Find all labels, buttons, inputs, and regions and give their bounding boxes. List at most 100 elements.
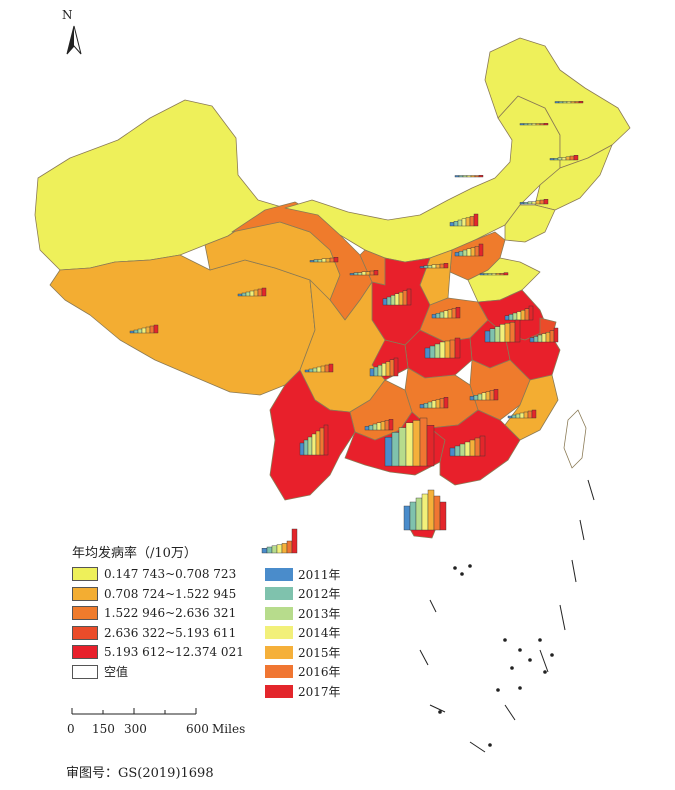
mini-bar xyxy=(444,340,451,359)
mini-bar xyxy=(443,263,449,269)
region-liaoning xyxy=(504,204,556,243)
mini-bar xyxy=(390,295,396,306)
legend-year-label: 2012年 xyxy=(298,587,341,601)
mini-bar xyxy=(266,546,273,554)
legend-year-swatch xyxy=(265,606,293,620)
mini-bar xyxy=(461,218,467,227)
mini-bar xyxy=(145,326,151,334)
legend-class-swatch xyxy=(72,625,98,640)
mini-bar xyxy=(257,288,263,297)
mini-bar xyxy=(276,544,283,554)
mini-bar xyxy=(449,339,456,359)
mini-bar xyxy=(543,122,549,126)
mini-bar xyxy=(545,332,551,343)
scale-label-300: 300 xyxy=(124,722,147,736)
mini-bar xyxy=(433,495,441,531)
mini-bar xyxy=(523,123,529,126)
mini-bar xyxy=(281,543,288,554)
mini-bar xyxy=(377,365,383,377)
legend-year-swatch xyxy=(265,567,293,581)
mini-bar xyxy=(523,411,529,419)
mini-bar xyxy=(439,398,445,409)
mini-bar xyxy=(369,368,375,377)
mini-bar xyxy=(443,397,449,409)
legend-year-label: 2017年 xyxy=(298,684,341,699)
mini-bar xyxy=(458,175,464,178)
mini-bar xyxy=(478,243,484,257)
mini-bar xyxy=(435,313,441,319)
mini-bar xyxy=(504,315,510,321)
mini-bar xyxy=(578,100,584,104)
scale-label-150: 150 xyxy=(92,722,115,736)
mini-bar xyxy=(415,497,423,531)
legend-class-label: 5.193 612~12.374 021 xyxy=(104,645,244,659)
mini-bar xyxy=(431,400,437,409)
mini-bar xyxy=(349,273,355,276)
legend-class-swatch xyxy=(72,606,98,620)
mini-bar xyxy=(153,324,159,334)
mini-bar xyxy=(573,154,579,161)
legend-year-label: 2015年 xyxy=(298,645,341,660)
legend-year-label: 2011年 xyxy=(298,567,341,582)
mini-bar xyxy=(478,174,484,178)
mini-bar xyxy=(373,366,379,377)
mini-bar xyxy=(364,426,370,431)
mini-bar xyxy=(368,425,374,431)
mini-bar xyxy=(308,368,314,373)
mini-bar xyxy=(271,545,278,554)
mini-bar xyxy=(454,252,460,257)
scale-bar xyxy=(71,708,197,715)
mini-bar xyxy=(464,441,471,457)
mini-bar xyxy=(439,341,446,359)
mini-bar xyxy=(439,501,447,531)
mini-bar xyxy=(307,436,313,456)
mini-bar xyxy=(291,528,298,554)
mini-bar xyxy=(549,330,555,343)
mini-bar xyxy=(241,292,247,297)
mini-bar xyxy=(553,158,559,161)
mini-bar xyxy=(261,287,267,297)
mini-bar xyxy=(423,265,429,269)
scale-label-600: 600 xyxy=(186,722,209,736)
mini-bar xyxy=(527,123,533,126)
mini-bar xyxy=(487,273,493,276)
mini-bar xyxy=(507,415,513,419)
mini-bar xyxy=(454,337,461,359)
mini-bar xyxy=(261,548,268,554)
legend-year-swatch xyxy=(265,587,293,600)
mini-bar xyxy=(519,123,525,126)
mini-bar xyxy=(329,257,335,263)
scale-unit: Miles xyxy=(212,722,246,736)
mini-bar xyxy=(419,417,428,467)
legend-year-swatch xyxy=(265,684,293,698)
mini-bar xyxy=(380,421,386,431)
mini-bar xyxy=(519,202,525,205)
mini-bar xyxy=(313,259,319,263)
mini-bar xyxy=(519,412,525,419)
mini-bar xyxy=(406,288,412,306)
mini-bar xyxy=(470,175,476,178)
mini-bar xyxy=(508,314,514,321)
mini-bar xyxy=(566,101,572,104)
mini-bar xyxy=(403,505,411,531)
legend-class-label: 0.708 724~1.522 945 xyxy=(104,586,237,601)
mini-bar xyxy=(447,309,453,319)
mini-bar xyxy=(570,101,576,104)
mini-bar xyxy=(499,324,506,343)
mini-bar xyxy=(543,198,549,205)
mini-bar xyxy=(511,414,517,419)
mini-bar xyxy=(443,310,449,319)
mini-bar xyxy=(245,291,251,297)
mini-bar xyxy=(357,272,363,276)
mini-bar xyxy=(323,424,329,456)
region-taiwan xyxy=(563,409,587,469)
mini-bar xyxy=(474,437,481,457)
mini-bar xyxy=(469,439,476,457)
mini-bar xyxy=(419,404,425,409)
mini-bar xyxy=(462,249,468,257)
region-tibet xyxy=(49,254,316,396)
mini-bar xyxy=(253,289,259,297)
mini-bar xyxy=(535,200,541,205)
mini-bar xyxy=(141,327,147,334)
mini-bar xyxy=(474,246,480,257)
